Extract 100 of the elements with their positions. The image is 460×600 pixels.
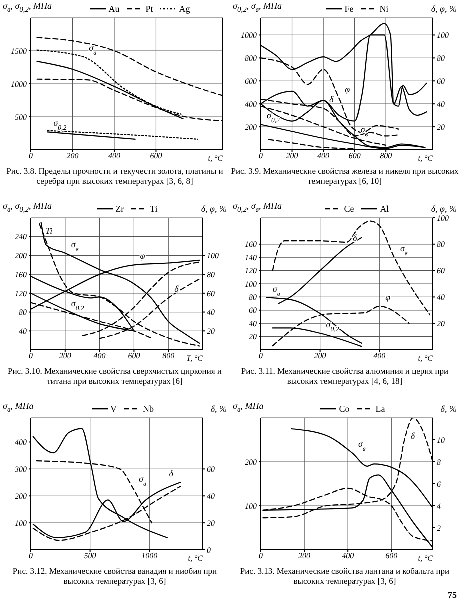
y2-tick-label: 60: [437, 76, 445, 86]
x-tick-label: 400: [108, 152, 120, 161]
y2-tick-label: 100: [437, 31, 449, 40]
x-tick-label: 0: [29, 352, 33, 361]
x-tick-label: 400: [374, 352, 386, 361]
x-axis-title: T, °C: [186, 354, 203, 363]
x-tick-label: 400: [318, 152, 330, 161]
y2-tick-label: 40: [207, 308, 215, 318]
annotation: δ: [169, 468, 174, 479]
legend-label: Ni: [380, 4, 389, 14]
y-tick-label: 400: [15, 438, 27, 448]
text: Рис. 3.11. Механические свойства алюминия и церия при высоких температурах [4, 6, 18]: [240, 366, 450, 386]
y2-axis-title: δ, φ, %: [431, 204, 457, 214]
y2-tick-label: 40: [437, 293, 445, 302]
annotation: σ$_{в}$: [358, 439, 366, 453]
text: Рис. 3.10. Механические свойства сверхчистых циркония и титана при высоких температурах [6]: [7, 366, 223, 386]
text: Рис. 3.9. Механические свойства железа и никеля при высоких температурах [6, 10]: [231, 166, 459, 186]
y-tick-label: 240: [15, 232, 27, 242]
y-tick-label: 140: [245, 253, 257, 262]
legend-label: Al: [380, 204, 390, 214]
y-tick-label: 100: [15, 518, 27, 528]
legend-label: Ti: [150, 204, 158, 214]
x-tick-label: 600: [150, 152, 162, 161]
legend-label: Nb: [143, 404, 154, 414]
y2-axis-title: δ, %: [210, 404, 227, 414]
annotation: σ$_{в}$: [360, 124, 368, 138]
x-tick-label: 800: [380, 152, 392, 161]
y2-tick-label: 20: [207, 518, 215, 528]
x-axis-title: t, °C: [418, 154, 433, 163]
y-tick-label: 200: [245, 122, 257, 132]
legend-label: Au: [108, 4, 120, 14]
annotation: δ: [353, 233, 358, 244]
y-axis-title: σ$_{в}$, МПа: [233, 401, 264, 414]
y-tick-label: 120: [15, 289, 27, 298]
text: Рис. 3.13. Механические свойства лантана и кобальта при высоких температурах [3, 6]: [239, 566, 451, 586]
x-tick-label: 600: [386, 552, 398, 561]
y2-tick-label: 10: [437, 436, 445, 445]
x-tick-label: 600: [348, 152, 361, 161]
x-axis-title: t, °C: [188, 554, 203, 563]
x-tick-label: 0: [259, 352, 263, 361]
y-axis-title: σ$_{в}$, МПа: [3, 401, 34, 414]
y-tick-label: 1500: [11, 46, 27, 56]
annotation: σ$_{0,2}$: [71, 298, 85, 312]
annotation: σ$_{в}$: [89, 42, 97, 56]
y-tick-label: 1000: [241, 31, 257, 40]
annotation: δ: [410, 431, 416, 441]
y-tick-label: 400: [245, 100, 257, 109]
y-tick-label: 40: [19, 326, 27, 336]
x-axis-title: t, °C: [208, 154, 223, 163]
legend-label: Zr: [116, 204, 124, 214]
x-tick-label: 0: [259, 552, 263, 561]
y2-tick-label: 60: [437, 266, 445, 276]
x-tick-label: 200: [314, 352, 326, 361]
y-tick-label: 800: [245, 54, 257, 64]
x-tick-label: 1000: [142, 552, 158, 561]
y2-tick-label: 8: [437, 458, 441, 467]
y-tick-label: 300: [14, 465, 27, 474]
y-tick-label: 200: [15, 492, 27, 501]
x-tick-label: 600: [128, 352, 140, 361]
x-tick-label: 800: [162, 352, 175, 361]
y-tick-label: 60: [249, 306, 257, 316]
legend-label: Pt: [146, 4, 154, 14]
y2-axis-title: δ, φ, %: [431, 4, 457, 14]
x-tick-label: 200: [298, 552, 311, 561]
x-tick-label: 200: [59, 352, 72, 361]
y2-axis-title: δ, φ, %: [201, 204, 227, 214]
legend-label: Ag: [179, 4, 190, 14]
x-tick-label: 200: [286, 152, 298, 161]
y2-tick-label: 4: [437, 502, 441, 511]
annotation: σ$_{в}$: [272, 284, 280, 298]
x-tick-label: 400: [342, 552, 354, 561]
y2-axis-title: δ, %: [440, 404, 457, 414]
y-tick-label: 160: [15, 270, 27, 280]
x-axis-title: t, °C: [418, 354, 433, 363]
y-axis-title: σ$_{в}$, σ$_{0,2}$, МПа: [3, 1, 52, 14]
y-tick-label: 160: [245, 240, 257, 250]
x-tick-label: 200: [66, 152, 79, 161]
text: Рис. 3.12. Механические свойства ванадия и ниобия при высоких температурах [3, 6]: [12, 566, 218, 586]
legend-label: Fe: [344, 4, 354, 14]
y-tick-label: 1000: [11, 80, 27, 89]
annotation: φ: [345, 84, 350, 94]
legend-label: Co: [339, 404, 350, 414]
y-axis-title: σ$_{0,2}$, σ$_{в}$, МПа: [233, 201, 282, 214]
y2-tick-label: 40: [207, 492, 215, 501]
legend-label: La: [376, 404, 386, 414]
y-axis-title: σ$_{0,2}$, σ$_{в}$, МПа: [233, 1, 282, 14]
annotation: σ$_{в}$: [400, 244, 408, 258]
annotation: δ: [174, 284, 180, 294]
y2-tick-label: 20: [437, 122, 445, 132]
y2-tick-label: 0: [207, 546, 211, 555]
annotation: σ$_{0,2}$: [54, 118, 68, 132]
y-tick-label: 100: [245, 502, 257, 511]
y-tick-label: 80: [19, 308, 27, 318]
x-axis-title: t, °C: [418, 554, 433, 563]
annotation: σ$_{в}$: [139, 474, 146, 488]
y2-tick-label: 20: [437, 319, 445, 328]
y2-tick-label: 80: [437, 240, 445, 250]
y-tick-label: 80: [249, 293, 257, 302]
annotation: σ$_{в}$: [71, 239, 79, 253]
y2-tick-label: 20: [207, 326, 215, 336]
